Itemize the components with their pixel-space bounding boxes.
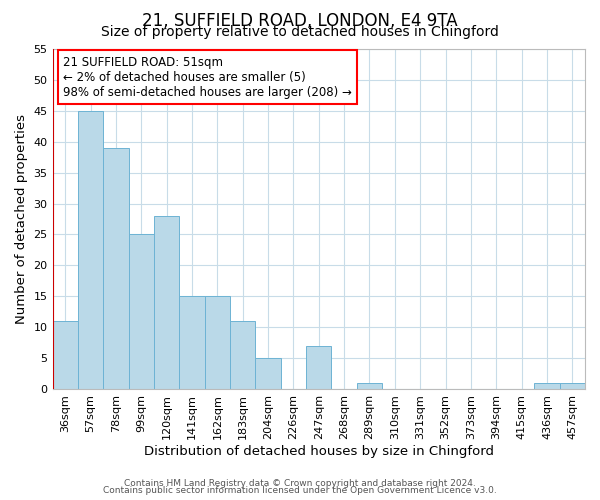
Text: 21, SUFFIELD ROAD, LONDON, E4 9TA: 21, SUFFIELD ROAD, LONDON, E4 9TA (142, 12, 458, 30)
Bar (230, 321, 256, 389)
Bar (103, 148, 128, 389)
Bar (154, 216, 179, 389)
Bar (534, 383, 560, 389)
Text: Size of property relative to detached houses in Chingford: Size of property relative to detached ho… (101, 25, 499, 39)
Y-axis label: Number of detached properties: Number of detached properties (15, 114, 28, 324)
Bar (306, 346, 331, 389)
Bar (256, 358, 281, 389)
Bar (78, 111, 103, 389)
Text: Contains public sector information licensed under the Open Government Licence v3: Contains public sector information licen… (103, 486, 497, 495)
X-axis label: Distribution of detached houses by size in Chingford: Distribution of detached houses by size … (144, 444, 494, 458)
Bar (128, 234, 154, 389)
Text: 21 SUFFIELD ROAD: 51sqm
← 2% of detached houses are smaller (5)
98% of semi-deta: 21 SUFFIELD ROAD: 51sqm ← 2% of detached… (63, 56, 352, 99)
Text: Contains HM Land Registry data © Crown copyright and database right 2024.: Contains HM Land Registry data © Crown c… (124, 478, 476, 488)
Bar (357, 383, 382, 389)
Bar (560, 383, 585, 389)
Bar (179, 296, 205, 389)
Bar (53, 321, 78, 389)
Bar (205, 296, 230, 389)
